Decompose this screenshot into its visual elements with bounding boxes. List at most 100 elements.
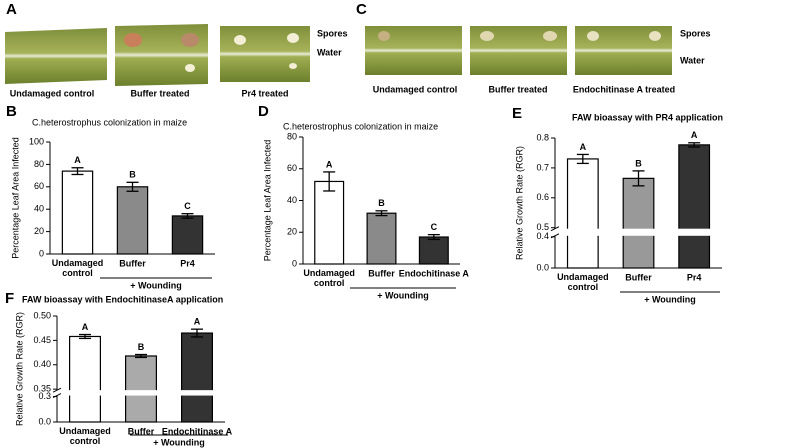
y-tick-label: 0.6 [536, 192, 549, 202]
axis-break [51, 390, 227, 396]
error-bar [576, 153, 589, 165]
y-tick-label: 0.8 [536, 132, 549, 142]
error-bar [375, 210, 388, 217]
y-tick-label: 0.35 [33, 384, 51, 394]
group-label: + Wounding [153, 437, 205, 447]
row-label: Water [317, 47, 342, 57]
bar [314, 180, 345, 265]
photo-label: Pr4 treated [241, 88, 288, 98]
x-tick-label: Buffer [368, 268, 395, 278]
significance-letter: A [74, 155, 81, 165]
group-label: + Wounding [377, 290, 429, 300]
y-axis-label: Relative Growth Rate (RGR) [514, 146, 524, 260]
y-axis-label: Percentage Leaf Area Infected [10, 137, 20, 259]
significance-letter: B [138, 342, 145, 352]
bar [622, 177, 655, 269]
leaf-photos-a [5, 24, 310, 86]
error-bar [126, 181, 139, 192]
y-tick-label: 40 [34, 204, 44, 214]
significance-letter: B [635, 158, 642, 168]
y-tick-label: 80 [287, 131, 297, 141]
group-label: + Wounding [644, 294, 696, 304]
photo-label: Undamaged control [373, 84, 458, 94]
x-tick-label: Pr4 [687, 272, 702, 282]
y-tick-label: 0.5 [536, 222, 549, 232]
significance-letter: A [580, 142, 587, 152]
panel-letter: A [6, 1, 17, 18]
panel-letter: F [5, 290, 14, 307]
panel-letter: E [512, 105, 522, 122]
photo-label: Endochitinase A treated [573, 84, 675, 94]
bar [366, 212, 397, 265]
y-tick-label: 60 [287, 163, 297, 173]
y-tick-label: 60 [34, 181, 44, 191]
y-tick-label: 100 [29, 136, 44, 146]
y-tick-label: 0.45 [33, 335, 51, 345]
panel-letter: C [356, 1, 367, 18]
x-tick-label: Endochitinase A [399, 268, 470, 278]
y-tick-label: 0.0 [38, 416, 51, 426]
chart-title: C.heterostrophus colonization in maize [283, 121, 438, 131]
significance-letter: B [378, 198, 385, 208]
significance-letter: A [194, 317, 201, 327]
x-tick-label: Undamaged control [557, 272, 609, 292]
bar [116, 186, 149, 255]
axis-break [549, 228, 724, 236]
error-bar [79, 333, 91, 340]
bar [678, 144, 711, 269]
significance-letter: A [691, 130, 698, 140]
y-tick-label: 0.40 [33, 359, 51, 369]
bar [566, 158, 599, 269]
error-bar [688, 142, 701, 148]
photo-label: Buffer treated [488, 84, 547, 94]
y-tick-label: 20 [287, 227, 297, 237]
significance-letter: A [82, 322, 89, 332]
row-label: Spores [317, 28, 348, 38]
break-mark [52, 393, 62, 399]
error-bar [71, 167, 84, 176]
y-tick-label: 40 [287, 195, 297, 205]
y-tick-label: 0.3 [38, 391, 51, 401]
bar [61, 170, 94, 255]
photo-label: Buffer treated [130, 88, 189, 98]
y-tick-label: 0 [39, 248, 44, 258]
x-tick-label: Buffer [119, 258, 146, 268]
y-axis-label: Relative Growth Rate (RGR) [14, 312, 24, 426]
leaf-photos-c [365, 26, 672, 75]
x-tick-label: Undamaged control [59, 426, 111, 446]
bar [124, 355, 157, 423]
error-bar [191, 328, 203, 338]
error-bar [632, 170, 645, 187]
y-tick-label: 0.4 [536, 231, 549, 241]
significance-letter: C [184, 201, 191, 211]
x-tick-label: Buffer [625, 272, 652, 282]
y-tick-label: 0.7 [536, 162, 549, 172]
error-bar [323, 171, 336, 192]
significance-letter: C [431, 222, 438, 232]
y-tick-label: 80 [34, 159, 44, 169]
x-tick-label: Pr4 [180, 258, 195, 268]
x-tick-label: Undamaged control [303, 268, 355, 288]
panel-letter: B [6, 103, 17, 120]
row-label: Water [680, 55, 705, 65]
bar [171, 215, 204, 255]
error-bar [427, 233, 440, 241]
y-axis-label: Percentage Leaf Area Infected [262, 140, 272, 262]
y-tick-label: 0.50 [33, 310, 51, 320]
break-mark [550, 233, 560, 239]
row-label: Spores [680, 28, 711, 38]
bar [68, 335, 101, 423]
x-tick-label: Undamaged control [52, 258, 104, 278]
chart-title: C.heterostrophus colonization in maize [32, 117, 187, 127]
error-bar [181, 213, 194, 219]
break-mark [550, 226, 560, 232]
significance-letter: A [326, 159, 333, 169]
y-tick-label: 20 [34, 226, 44, 236]
error-bar [135, 353, 147, 359]
x-tick-label: Buffer [128, 426, 155, 436]
group-label: + Wounding [130, 280, 182, 290]
photo-label: Undamaged control [10, 88, 95, 98]
y-tick-label: 0 [292, 258, 297, 268]
